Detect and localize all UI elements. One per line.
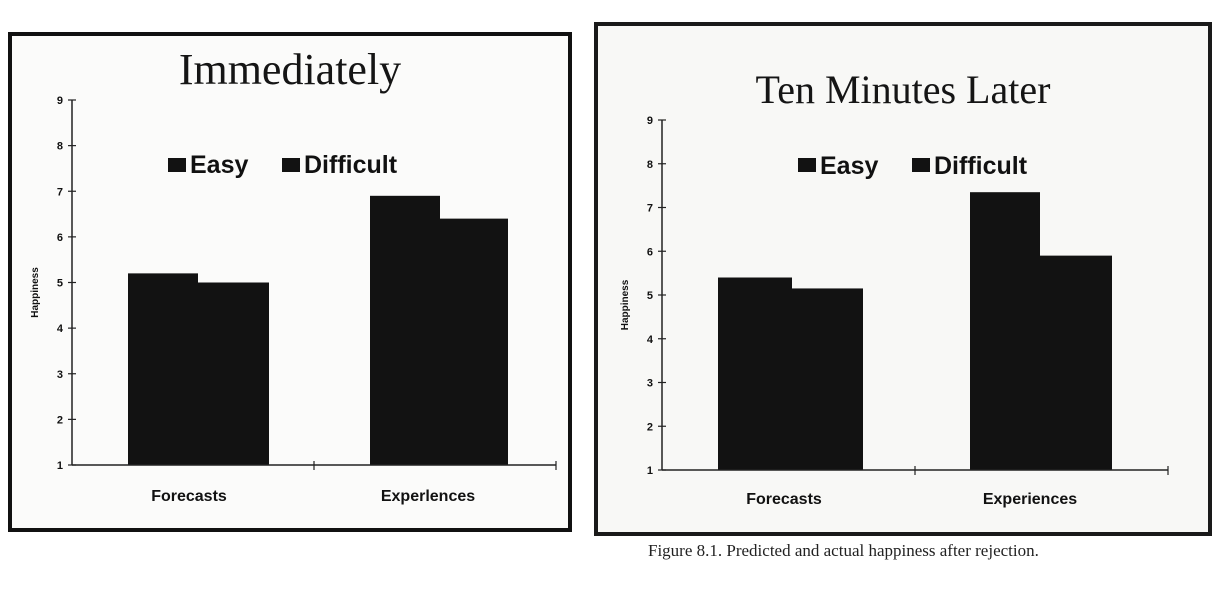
legend-label: Easy <box>190 151 248 179</box>
bar-experiences-difficult <box>1040 255 1112 470</box>
y-tick-label: 8 <box>647 159 653 171</box>
y-tick-label: 7 <box>647 203 653 215</box>
y-tick-label: 1 <box>647 465 653 477</box>
legend-swatch-difficult <box>912 158 930 172</box>
x-category-label: Forecasts <box>151 488 227 505</box>
figure-caption: Figure 8.1. Predicted and actual happine… <box>648 541 1039 560</box>
y-tick-label: 4 <box>57 323 64 335</box>
chart-panel-ten-minutes-later: Ten Minutes Later 1 2 3 4 5 6 7 8 9 Forecasts Expe… <box>594 22 1212 536</box>
legend-label: Difficult <box>934 152 1028 180</box>
x-category-label: Experiences <box>983 491 1077 508</box>
y-axis-label: Happiness <box>30 267 41 318</box>
chart-title: Immediately <box>178 45 402 94</box>
x-category-label: Experlences <box>381 488 475 505</box>
bar-forecasts-easy <box>718 277 792 470</box>
legend-swatch-easy <box>798 158 816 172</box>
bar-forecasts-difficult <box>792 288 863 470</box>
chart-title: Ten Minutes Later <box>755 67 1051 112</box>
y-tick-label: 1 <box>57 460 63 472</box>
x-category-label: Forecasts <box>746 491 822 508</box>
y-axis-label: Happiness <box>620 279 631 330</box>
y-tick-label: 4 <box>647 334 654 346</box>
y-tick-label: 3 <box>647 378 653 390</box>
legend-swatch-difficult <box>282 158 300 172</box>
y-tick-label: 5 <box>647 290 653 302</box>
y-tick-label: 3 <box>57 369 63 381</box>
y-tick-label: 9 <box>57 95 63 107</box>
legend-label: Difficult <box>304 151 398 179</box>
y-tick-label: 2 <box>647 421 653 433</box>
y-tick-label: 6 <box>647 246 653 258</box>
bar-chart-immediately: 1 2 3 4 5 6 7 8 9 Forecasts Experlences Happiness Ea… <box>30 95 557 505</box>
legend-label: Easy <box>820 152 878 180</box>
y-tick-label: 2 <box>57 414 63 426</box>
legend-swatch-easy <box>168 158 186 172</box>
bar-experlences-difficult <box>440 218 508 465</box>
y-tick-label: 8 <box>57 141 63 153</box>
y-tick-label: 6 <box>57 232 63 244</box>
y-tick-label: 9 <box>647 115 653 127</box>
bar-forecasts-difficult <box>198 282 269 465</box>
chart-panel-immediately: Immediately 1 2 3 4 5 6 7 8 9 Forecasts Experlence… <box>8 32 572 532</box>
bar-forecasts-easy <box>128 273 198 465</box>
bar-chart-ten-minutes-later: 1 2 3 4 5 6 7 8 9 Forecasts Experiences Happiness Ea… <box>620 115 1169 508</box>
y-tick-label: 7 <box>57 186 63 198</box>
bar-experlences-easy <box>370 195 440 465</box>
bar-experiences-easy <box>970 192 1040 470</box>
y-tick-label: 5 <box>57 278 63 290</box>
